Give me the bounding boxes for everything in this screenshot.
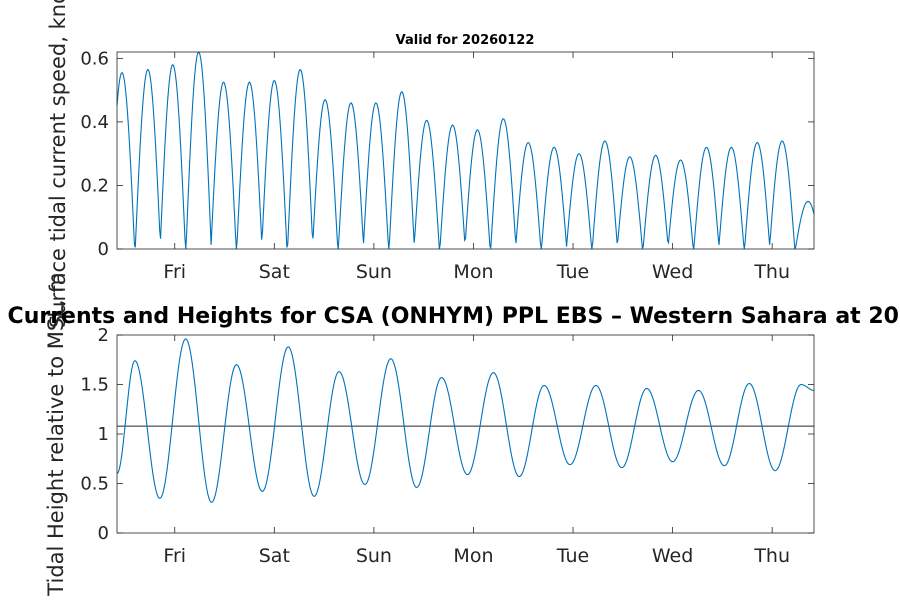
top-xtick-label: Thu bbox=[753, 261, 790, 283]
bot-ytick-label: 1.5 bbox=[80, 375, 109, 396]
tidal-height-axes: 0 0.5 1 1.5 2 Fri Sat Sun Mon Tue Wed Thu Tidal He… bbox=[44, 272, 815, 597]
bot-xtick-label: Tue bbox=[556, 545, 589, 567]
top-axes-box bbox=[116, 51, 815, 250]
bot-ytick-label: 2 bbox=[98, 325, 109, 346]
bot-xtick-label: Mon bbox=[453, 545, 493, 567]
top-xtick-label: Mon bbox=[453, 261, 493, 283]
bot-ytick-label: 0.5 bbox=[80, 474, 109, 495]
bottom-y-axis-label: Tidal Height relative to MSL, m bbox=[44, 272, 68, 596]
top-chart-title: Valid for 20260122 bbox=[396, 33, 535, 48]
current-speed-series-line bbox=[116, 51, 815, 250]
tidal-height-series-line bbox=[116, 338, 815, 503]
bottom-axes-box bbox=[116, 334, 815, 534]
top-ytick-label: 0.2 bbox=[80, 175, 109, 196]
bot-ytick-label: 0 bbox=[98, 523, 109, 544]
top-xtick-label: Tue bbox=[556, 261, 589, 283]
bot-xtick-label: Fri bbox=[163, 545, 186, 567]
bot-xtick-label: Thu bbox=[753, 545, 790, 567]
top-xtick-label: Sun bbox=[356, 261, 392, 283]
top-xtick-label: Fri bbox=[163, 261, 186, 283]
top-xtick-label: Wed bbox=[652, 261, 693, 283]
top-ytick-label: 0.4 bbox=[80, 112, 109, 133]
bot-xtick-label: Wed bbox=[652, 545, 693, 567]
current-speed-axes: Valid for 20260122 0 0.2 0.4 0.6 Fri Sat Sun M… bbox=[46, 0, 815, 328]
bot-ytick-label: 1 bbox=[98, 424, 109, 445]
top-ytick-label: 0.6 bbox=[80, 48, 109, 69]
bot-xtick-label: Sat bbox=[259, 545, 290, 567]
bot-xtick-label: Sun bbox=[356, 545, 392, 567]
main-chart-title: Tidal Currents and Heights for CSA (ONHY… bbox=[0, 304, 900, 329]
top-ytick-label: 0 bbox=[98, 239, 109, 260]
top-xtick-label: Sat bbox=[259, 261, 290, 283]
top-y-axis-label: Surface tidal current speed, knots bbox=[46, 0, 70, 328]
